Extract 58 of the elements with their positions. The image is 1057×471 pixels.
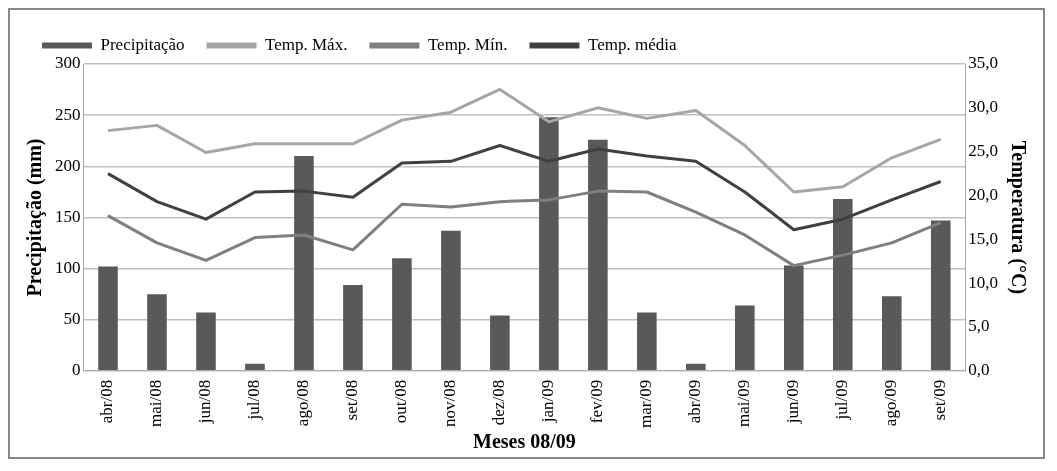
- bar: [686, 363, 706, 371]
- bar: [294, 156, 314, 371]
- x-tick-label: mai/09: [734, 379, 754, 428]
- y2-tick-label: 10,0: [968, 272, 998, 292]
- y-axis-title: Precipitação (mm): [23, 138, 47, 297]
- y-tick-label: 50: [63, 309, 81, 329]
- bar: [196, 312, 216, 371]
- y2-tick-label: 25,0: [968, 141, 998, 161]
- x-tick-label: fev/09: [587, 379, 607, 424]
- x-tick-label: mai/08: [146, 379, 166, 428]
- y-tick-label: 200: [55, 155, 81, 175]
- bar: [881, 296, 902, 371]
- bar: [784, 265, 804, 371]
- legend-label: Temp. Mín.: [427, 34, 508, 54]
- y-tick-label: 100: [55, 258, 81, 278]
- y2-tick-label: 15,0: [968, 228, 998, 248]
- x-tick-label: abr/09: [685, 379, 705, 424]
- x-tick-label: ago/08: [293, 379, 313, 427]
- x-tick-label: set/09: [930, 379, 950, 421]
- bar: [147, 294, 167, 371]
- x-axis-title: Meses 08/09: [472, 430, 576, 453]
- x-tick-label: set/08: [342, 379, 362, 421]
- x-tick-label: out/08: [391, 379, 411, 424]
- x-tick-label: abr/08: [97, 379, 117, 424]
- bar: [98, 266, 118, 371]
- y2-axis-title: Temperatura (°C): [1006, 140, 1030, 295]
- y2-tick-label: 0,0: [968, 360, 990, 380]
- bar: [735, 305, 755, 371]
- y2-tick-label: 30,0: [968, 97, 998, 117]
- y-tick-label: 150: [55, 206, 81, 226]
- x-tick-label: jul/09: [832, 379, 852, 421]
- bar: [588, 139, 608, 371]
- x-tick-label: dez/08: [489, 379, 509, 426]
- x-tick-label: jun/09: [783, 379, 803, 425]
- bar: [490, 315, 510, 371]
- bar: [539, 117, 559, 371]
- bar: [245, 363, 265, 371]
- x-tick-label: jan/09: [538, 379, 558, 424]
- legend-label: Precipitação: [100, 34, 185, 54]
- bar: [392, 258, 412, 371]
- x-tick-label: jun/08: [195, 379, 215, 425]
- legend-label: Temp. média: [587, 34, 677, 54]
- y-tick-label: 300: [55, 53, 81, 73]
- y-tick-label: 0: [72, 360, 81, 380]
- bar: [441, 230, 461, 371]
- x-tick-label: nov/08: [440, 379, 460, 428]
- bar: [343, 284, 363, 371]
- y-tick-label: 250: [55, 104, 81, 124]
- bar: [832, 199, 853, 371]
- bar: [930, 220, 951, 371]
- y2-tick-label: 20,0: [968, 184, 998, 204]
- x-tick-label: jul/08: [244, 379, 264, 421]
- legend-label: Temp. Máx.: [265, 34, 348, 54]
- bar: [637, 312, 657, 371]
- x-tick-label: ago/09: [881, 379, 901, 427]
- y2-tick-label: 5,0: [968, 316, 990, 336]
- y2-tick-label: 35,0: [968, 53, 998, 73]
- x-tick-label: mar/09: [636, 379, 656, 428]
